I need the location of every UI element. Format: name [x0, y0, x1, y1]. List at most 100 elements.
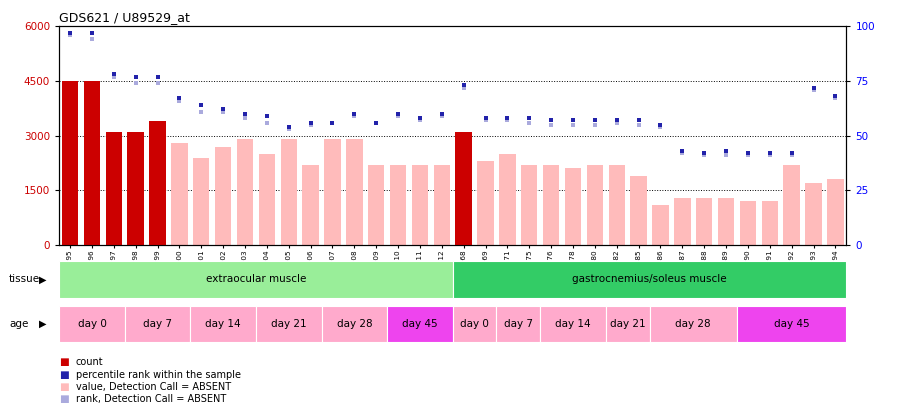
Text: GDS621 / U89529_at: GDS621 / U89529_at [59, 11, 190, 24]
Point [632, 122, 646, 128]
Bar [389, 165, 406, 245]
Text: day 28: day 28 [337, 319, 372, 329]
Point [566, 122, 581, 128]
Point [347, 113, 361, 119]
Bar [650, 306, 737, 342]
Point [763, 152, 777, 159]
Point [457, 84, 471, 91]
Point [697, 152, 712, 159]
Point [412, 115, 427, 122]
Text: day 7: day 7 [143, 319, 172, 329]
Point [150, 73, 165, 80]
Point [653, 122, 668, 128]
Point [128, 73, 143, 80]
Bar [368, 165, 384, 245]
Point [479, 115, 493, 122]
Point [281, 124, 296, 130]
Text: day 45: day 45 [402, 319, 438, 329]
Point [369, 119, 383, 126]
Bar [190, 306, 256, 342]
Text: ■: ■ [59, 370, 69, 379]
Bar [452, 261, 846, 298]
Text: ■: ■ [59, 382, 69, 392]
Bar [321, 306, 387, 342]
Point [303, 122, 318, 128]
Text: ▶: ▶ [39, 275, 46, 284]
Point [172, 98, 187, 104]
Point [434, 111, 449, 117]
Bar [59, 261, 452, 298]
Text: count: count [76, 358, 103, 367]
Point [784, 152, 799, 159]
Bar [762, 201, 778, 245]
Bar [652, 205, 669, 245]
Text: age: age [9, 319, 28, 329]
Point [763, 150, 777, 156]
Point [588, 117, 602, 124]
Point [653, 124, 668, 130]
Point [675, 150, 690, 156]
Bar [346, 139, 362, 245]
Point [697, 150, 712, 156]
Bar [387, 306, 452, 342]
Bar [631, 176, 647, 245]
Bar [324, 139, 340, 245]
Bar [740, 201, 756, 245]
Point [412, 117, 427, 124]
Bar [452, 306, 497, 342]
Bar [258, 154, 275, 245]
Point [741, 150, 755, 156]
Point [828, 93, 843, 100]
Text: day 45: day 45 [774, 319, 810, 329]
Point [85, 30, 99, 36]
Text: day 0: day 0 [460, 319, 489, 329]
Point [325, 119, 339, 126]
Point [457, 82, 471, 89]
Point [522, 115, 537, 122]
Bar [541, 306, 606, 342]
Point [85, 36, 99, 43]
Text: ■: ■ [59, 394, 69, 404]
Bar [280, 139, 297, 245]
Text: ■: ■ [59, 358, 69, 367]
Bar [718, 198, 734, 245]
Bar [59, 306, 125, 342]
Text: value, Detection Call = ABSENT: value, Detection Call = ABSENT [76, 382, 230, 392]
Point [544, 117, 559, 124]
Bar [497, 306, 541, 342]
Point [610, 117, 624, 124]
Point [106, 73, 121, 80]
Point [281, 126, 296, 132]
Point [150, 80, 165, 86]
Point [501, 117, 515, 124]
Bar [696, 198, 713, 245]
Point [522, 119, 537, 126]
Point [347, 111, 361, 117]
Bar [433, 165, 450, 245]
Point [369, 119, 383, 126]
Bar [127, 132, 144, 245]
Point [632, 117, 646, 124]
Point [806, 84, 821, 91]
Text: extraocular muscle: extraocular muscle [206, 275, 306, 284]
Bar [237, 139, 253, 245]
Point [828, 95, 843, 102]
Bar [171, 143, 187, 245]
Point [610, 119, 624, 126]
Bar [827, 179, 844, 245]
Text: percentile rank within the sample: percentile rank within the sample [76, 370, 240, 379]
Point [106, 71, 121, 78]
Text: day 14: day 14 [206, 319, 241, 329]
Text: day 14: day 14 [555, 319, 591, 329]
Point [303, 119, 318, 126]
Text: day 28: day 28 [675, 319, 711, 329]
Text: ▶: ▶ [39, 319, 46, 329]
Bar [609, 165, 625, 245]
Point [390, 111, 405, 117]
Bar [256, 306, 321, 342]
Point [238, 111, 252, 117]
Text: day 21: day 21 [271, 319, 307, 329]
Bar [456, 132, 472, 245]
Bar [62, 81, 78, 245]
Point [501, 115, 515, 122]
